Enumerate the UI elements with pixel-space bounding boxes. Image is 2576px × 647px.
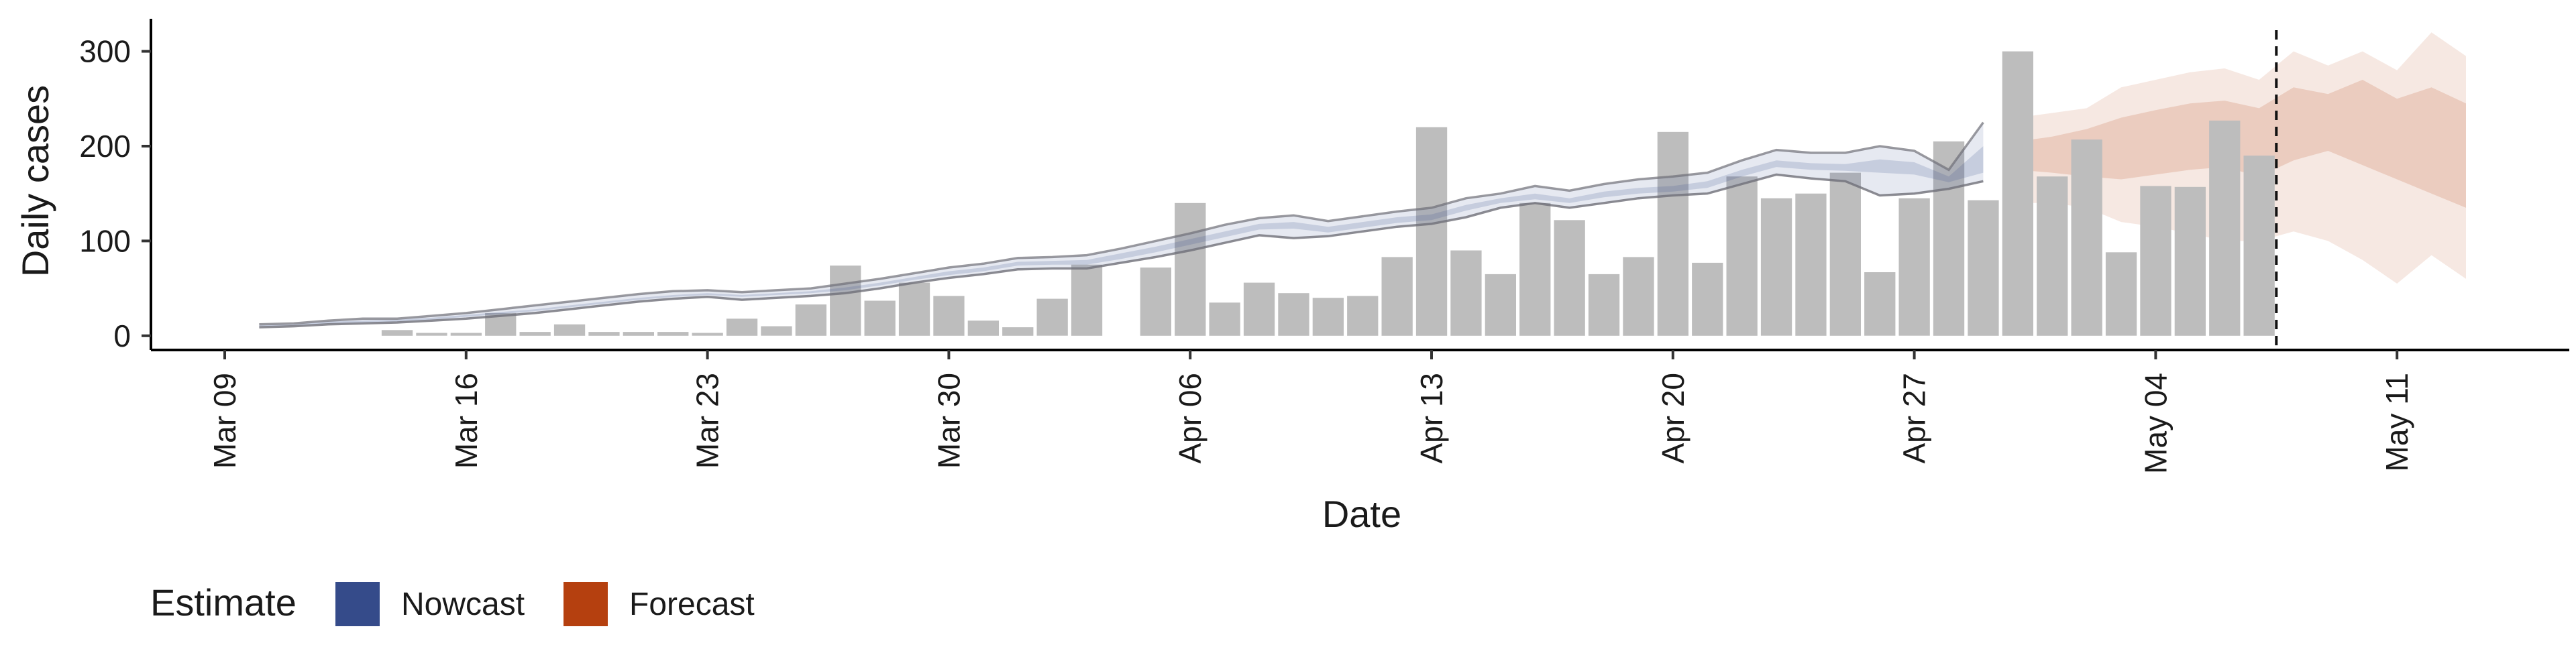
x-tick-label: Apr 06	[1173, 373, 1208, 464]
case-bar	[1450, 250, 1482, 336]
case-bar	[864, 300, 896, 336]
case-bar	[381, 330, 413, 336]
case-bar	[1485, 274, 1516, 336]
legend-title: Estimate	[150, 581, 297, 624]
case-bar	[761, 326, 792, 336]
case-bar	[519, 332, 551, 336]
legend-label-nowcast: Nowcast	[401, 587, 525, 622]
case-bar	[1968, 200, 1999, 336]
x-axis-title: Date	[1322, 493, 1401, 535]
forecast-ribbons	[2017, 32, 2466, 284]
case-bar	[1554, 220, 1585, 336]
x-tick-label: Mar 23	[690, 373, 725, 469]
legend-swatch-forecast	[564, 582, 608, 626]
y-tick-label: 100	[79, 223, 131, 258]
case-bar	[2174, 186, 2206, 336]
x-tick-label: Apr 27	[1897, 373, 1932, 464]
case-bar	[623, 332, 654, 336]
forecast-ribbon-90	[2017, 32, 2466, 284]
case-bar	[1657, 131, 1688, 336]
case-bar	[1415, 127, 1448, 336]
case-bar	[1071, 264, 1103, 336]
case-bar	[933, 296, 965, 336]
case-bar	[1036, 298, 1068, 336]
case-bar	[1312, 298, 1344, 336]
nowcast-ribbon-50	[259, 146, 1984, 327]
nowcast-lower-line	[259, 173, 1984, 329]
nowcast-ribbons	[259, 121, 1984, 329]
case-bar	[1692, 262, 1723, 336]
case-bar	[2209, 120, 2241, 336]
case-bar	[416, 333, 447, 336]
case-bar	[657, 332, 689, 336]
case-bar	[1243, 282, 1275, 336]
case-bar	[2243, 156, 2275, 336]
legend-label-forecast: Forecast	[629, 587, 755, 622]
case-bar	[1898, 198, 1930, 336]
case-bar	[1140, 268, 1171, 336]
x-tick-label: Mar 09	[207, 373, 242, 469]
axes: 0 100 200 300 Mar 09 Mar 16 Mar 23 Mar 30 Apr 06…	[79, 19, 2569, 474]
case-bar	[2037, 176, 2068, 336]
y-tick-label: 200	[79, 129, 131, 164]
case-bar	[588, 332, 620, 336]
case-bar	[1347, 296, 1379, 336]
case-bar	[898, 282, 930, 336]
observed-case-bars	[381, 51, 2275, 336]
y-tick-label: 300	[79, 34, 131, 69]
x-tick-label: Apr 20	[1656, 373, 1690, 464]
x-tick-label: May 11	[2379, 373, 2414, 471]
legend-swatch-nowcast	[335, 582, 380, 626]
case-bar	[1726, 176, 1758, 336]
case-bar	[692, 333, 723, 336]
y-axis-title: Daily cases	[14, 85, 56, 277]
case-bar	[1381, 257, 1413, 336]
case-bar	[1760, 198, 1792, 336]
case-bar	[726, 318, 758, 336]
case-bar	[2140, 186, 2171, 336]
x-tick-label: Mar 16	[449, 373, 484, 469]
case-bar	[553, 324, 586, 336]
case-bar	[1175, 202, 1206, 336]
x-tick-label: Mar 30	[931, 373, 966, 469]
x-tick-label: Apr 13	[1414, 373, 1449, 464]
y-tick-label: 0	[113, 318, 131, 353]
case-bar	[1864, 272, 1896, 336]
case-bar	[830, 266, 861, 336]
case-bar	[450, 333, 482, 336]
case-bar	[1829, 172, 1861, 336]
case-bar	[2071, 139, 2102, 336]
case-bar	[1623, 257, 1654, 336]
case-bar	[1588, 274, 1620, 336]
case-bar	[1002, 327, 1034, 336]
case-bar	[2105, 252, 2137, 336]
forecast-ribbon-50	[2017, 80, 2466, 208]
case-bar	[2002, 51, 2033, 336]
case-bar	[1933, 141, 1965, 336]
case-bar	[1795, 193, 1827, 336]
case-bar	[1278, 293, 1309, 336]
case-bar	[967, 320, 999, 336]
x-tick-label: May 04	[2138, 373, 2173, 474]
nowcast-ribbon-90	[259, 122, 1984, 328]
case-bar	[795, 304, 826, 336]
case-bar	[1519, 202, 1551, 336]
case-bar	[1209, 302, 1240, 336]
legend: Estimate Nowcast Forecast	[150, 581, 755, 626]
nowcast-upper-line	[259, 121, 1984, 326]
